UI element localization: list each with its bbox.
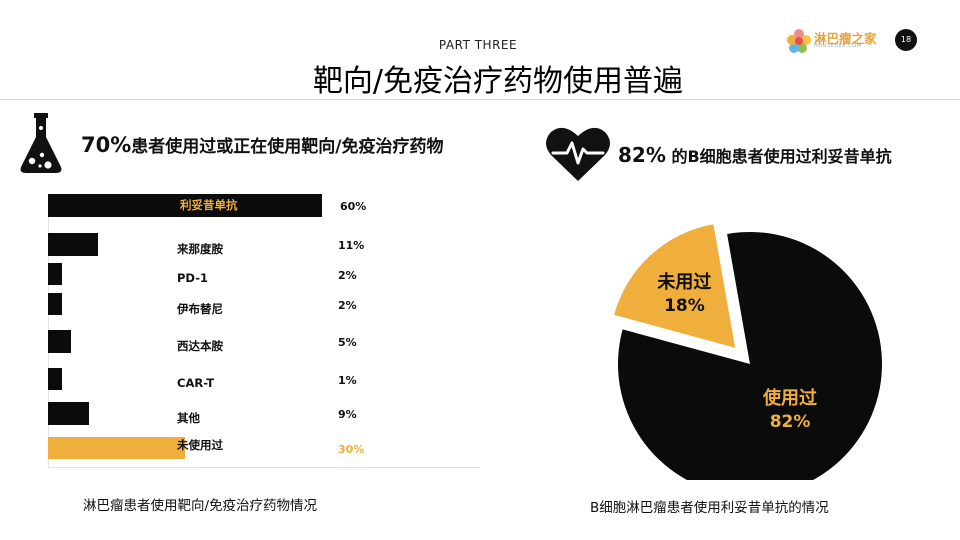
bar-6 (48, 402, 90, 425)
bar-value-label: 9% (338, 408, 357, 421)
bar-value-label: 30% (338, 443, 365, 456)
pie-slice-label: 未用过 (657, 271, 711, 293)
left-headline-percent: 70% (81, 133, 132, 157)
bar-value-label: 11% (338, 239, 365, 252)
bar-value-label: 2% (338, 299, 357, 312)
right-headline: 82% 的B细胞患者使用过利妥昔单抗 (618, 143, 892, 167)
bar-category-label: PD-1 (177, 271, 208, 285)
pie-slice-0 (618, 232, 882, 480)
bar-category-label: 其他 (177, 411, 200, 425)
logo-subtext: HOUSE086.COM (814, 43, 862, 49)
right-headline-percent: 82% (618, 143, 666, 167)
bar-chart-x-axis (48, 467, 480, 468)
bar-value-label: 1% (338, 374, 357, 387)
left-headline-text: 患者使用过或正在使用靶向/免疫治疗药物 (131, 137, 444, 157)
right-chart-caption: B细胞淋巴瘤患者使用利妥昔单抗的情况 (590, 500, 829, 516)
right-headline-text: 的B细胞患者使用过利妥昔单抗 (665, 147, 892, 166)
part-label: PART THREE (438, 38, 518, 52)
heart-pulse-icon (546, 127, 610, 181)
bar-1 (48, 233, 99, 256)
page-title: 靶向/免疫治疗药物使用普遍 (312, 64, 684, 99)
bar-4 (48, 330, 71, 353)
bar-category-label: CAR-T (177, 376, 215, 390)
left-headline: 70%患者使用过或正在使用靶向/免疫治疗药物 (81, 132, 443, 157)
bar-category-label: 西达本胺 (177, 339, 223, 353)
bar-category-label: 伊布替尼 (177, 302, 223, 316)
pie-chart: 使用过 82% 未用过 18% (614, 224, 882, 480)
bar-category-label: 利妥昔单抗 (180, 198, 238, 212)
pie-slice-value: 18% (664, 296, 705, 316)
bar-category-label: 未使用过 (177, 438, 223, 452)
bar-3 (48, 293, 62, 315)
pie-slice-value: 82% (770, 412, 811, 432)
bar-5 (48, 368, 62, 390)
header-divider (0, 99, 960, 100)
bar-category-label: 来那度胺 (177, 242, 223, 256)
brand-logo: 淋巴瘤之家 HOUSE086.COM (786, 24, 896, 58)
pie-slice-1 (614, 224, 736, 348)
bar-0 (48, 194, 322, 217)
bar-value-label: 60% (340, 200, 367, 213)
bar-value-label: 5% (338, 336, 357, 349)
bar-2 (48, 263, 62, 285)
logo-text: 淋巴瘤之家 (814, 31, 877, 46)
bar-7 (48, 437, 185, 459)
left-chart-caption: 淋巴瘤患者使用靶向/免疫治疗药物情况 (83, 498, 318, 514)
page-number-badge: 18 (895, 29, 917, 51)
flower-logo-icon (787, 29, 811, 53)
bar-value-label: 2% (338, 269, 357, 282)
flask-icon (20, 113, 62, 173)
pie-slice-label: 使用过 (762, 387, 817, 409)
